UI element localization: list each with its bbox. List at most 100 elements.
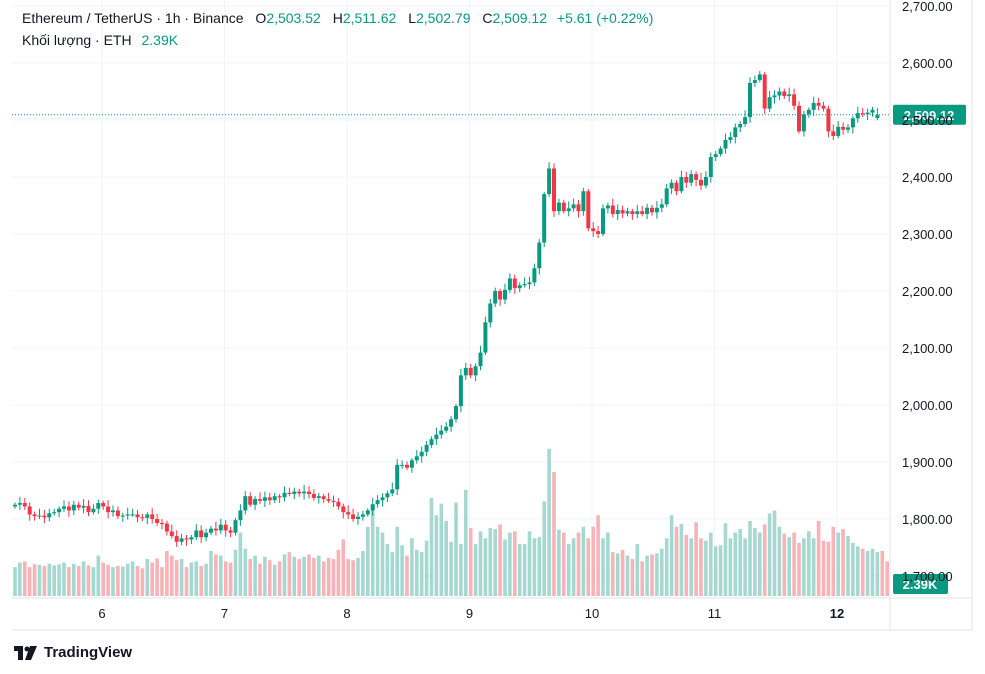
- volume-bar: [366, 526, 370, 596]
- volume-bar: [297, 559, 301, 596]
- volume-bar: [449, 541, 453, 596]
- volume-value: 2.39K: [141, 32, 179, 48]
- volume-bar: [787, 537, 791, 596]
- candle-body: [419, 451, 424, 457]
- volume-bar: [816, 521, 821, 596]
- volume-bar: [709, 532, 713, 596]
- volume-bar: [312, 557, 316, 596]
- time-tick-label: 12: [830, 606, 844, 621]
- candle-body: [346, 512, 351, 515]
- volume-bar: [851, 542, 855, 596]
- low-value: 2,502.79: [415, 10, 471, 26]
- close-value: 2,509.12: [492, 10, 548, 26]
- last-volume-badge: [893, 574, 948, 594]
- volume-bar: [37, 564, 42, 596]
- volume-bar: [743, 538, 747, 596]
- volume-bar: [101, 562, 105, 596]
- volume-bar: [130, 561, 135, 596]
- symbol-title[interactable]: Ethereum / TetherUS · 1h · Binance: [22, 10, 244, 26]
- volume-bar: [258, 563, 262, 596]
- candle-body: [743, 117, 748, 124]
- volume-bar: [454, 502, 458, 596]
- candle-body: [728, 137, 733, 140]
- volume-bar: [483, 538, 488, 596]
- volume-bar: [566, 544, 571, 596]
- candle-body: [360, 514, 365, 517]
- volume-bar: [870, 548, 875, 596]
- candle-body: [253, 499, 258, 505]
- candle-body: [351, 514, 356, 519]
- volume-bar: [811, 538, 816, 596]
- candle-body: [439, 430, 444, 435]
- volume-bar: [718, 545, 723, 596]
- volume-bar: [807, 531, 811, 596]
- candle-body: [272, 496, 277, 501]
- volume-bar: [434, 515, 439, 596]
- candle-body: [556, 202, 561, 212]
- candle-body: [738, 123, 743, 128]
- volume-bar: [47, 563, 52, 596]
- volume-bar: [287, 552, 292, 596]
- volume-bar: [307, 554, 311, 596]
- high-value: 2,511.62: [342, 10, 397, 26]
- candle-body: [836, 126, 841, 136]
- tradingview-brand[interactable]: TradingView: [14, 644, 132, 661]
- price-tick-label: 2,300.00: [902, 227, 953, 242]
- volume-bar: [199, 566, 203, 596]
- candle-body: [27, 506, 32, 515]
- volume-bar: [875, 552, 880, 596]
- candle-body: [454, 406, 458, 420]
- volume-bar: [620, 549, 625, 596]
- candle-body: [458, 375, 463, 407]
- volume-bar: [493, 529, 497, 596]
- time-tick-label: 9: [466, 606, 473, 621]
- candle-body: [86, 505, 91, 513]
- time-tick-label: 8: [343, 606, 350, 621]
- volume-bar: [684, 534, 689, 596]
- candle-body: [463, 367, 468, 376]
- volume-bar: [174, 560, 179, 596]
- candle-body: [209, 528, 213, 533]
- volume-bar: [772, 510, 777, 596]
- volume-bar: [331, 559, 336, 596]
- candle-body: [189, 537, 194, 540]
- candle-body: [610, 205, 615, 215]
- candle-body: [37, 515, 42, 517]
- candles: [13, 70, 880, 547]
- candle-body: [32, 514, 37, 517]
- time-tick-label: 10: [585, 606, 599, 621]
- volume-bar: [179, 559, 184, 596]
- price-tick-label: 1,900.00: [902, 455, 953, 470]
- volume-bar: [557, 529, 561, 596]
- candle-body: [57, 508, 62, 513]
- volume-bar: [410, 538, 414, 596]
- candle-body: [248, 496, 253, 505]
- volume-bar: [758, 532, 762, 596]
- volume-label[interactable]: Khối lượng · ETH: [22, 32, 132, 48]
- candle-body: [517, 285, 522, 289]
- candle-body: [792, 94, 797, 106]
- volume-bar: [527, 531, 532, 596]
- candle-body: [380, 497, 385, 501]
- volume-bar: [802, 538, 806, 596]
- volume-bar: [351, 560, 355, 596]
- candle-body: [52, 512, 57, 514]
- candle-body: [375, 500, 380, 505]
- price-tick-label: 2,400.00: [902, 170, 953, 185]
- candle-body: [262, 497, 267, 501]
- volume-bar: [625, 555, 630, 596]
- candle-body: [826, 108, 831, 132]
- volume-bar: [650, 554, 654, 596]
- candle-body: [331, 500, 336, 502]
- volume-bar: [390, 552, 395, 596]
- candle-body: [718, 148, 723, 155]
- candle-body: [292, 491, 297, 494]
- volume-legend: Khối lượng · ETH 2.39K: [22, 32, 178, 48]
- volume-bar: [517, 544, 522, 596]
- volume-bar: [537, 537, 542, 596]
- volume-bar: [713, 546, 718, 596]
- volume-bar: [865, 551, 870, 596]
- candle-body: [174, 536, 179, 542]
